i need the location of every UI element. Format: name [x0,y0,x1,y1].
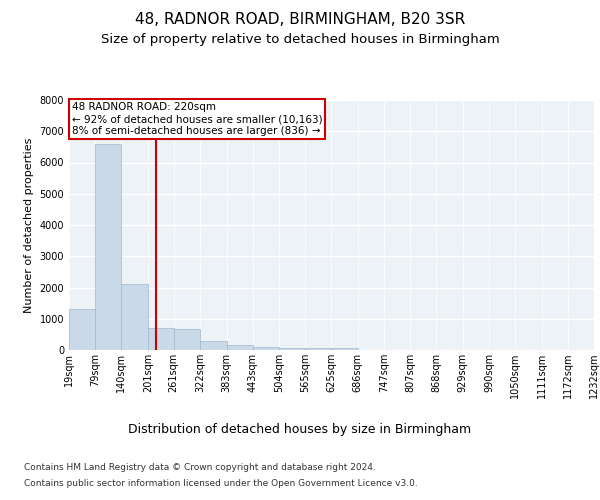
Bar [253,347,279,350]
Bar [227,346,253,350]
Bar [200,340,227,350]
Text: Size of property relative to detached houses in Birmingham: Size of property relative to detached ho… [101,32,499,46]
Bar [331,348,358,350]
Bar [148,328,174,350]
Y-axis label: Number of detached properties: Number of detached properties [24,138,34,312]
Bar [69,310,95,350]
Text: Contains HM Land Registry data © Crown copyright and database right 2024.: Contains HM Land Registry data © Crown c… [24,462,376,471]
Text: Distribution of detached houses by size in Birmingham: Distribution of detached houses by size … [128,422,472,436]
Bar [279,348,305,350]
Text: Contains public sector information licensed under the Open Government Licence v3: Contains public sector information licen… [24,479,418,488]
Bar [121,284,148,350]
Text: 48, RADNOR ROAD, BIRMINGHAM, B20 3SR: 48, RADNOR ROAD, BIRMINGHAM, B20 3SR [135,12,465,28]
Text: 48 RADNOR ROAD: 220sqm
← 92% of detached houses are smaller (10,163)
8% of semi-: 48 RADNOR ROAD: 220sqm ← 92% of detached… [71,102,322,136]
Bar [174,329,200,350]
Bar [95,144,121,350]
Bar [305,348,331,350]
